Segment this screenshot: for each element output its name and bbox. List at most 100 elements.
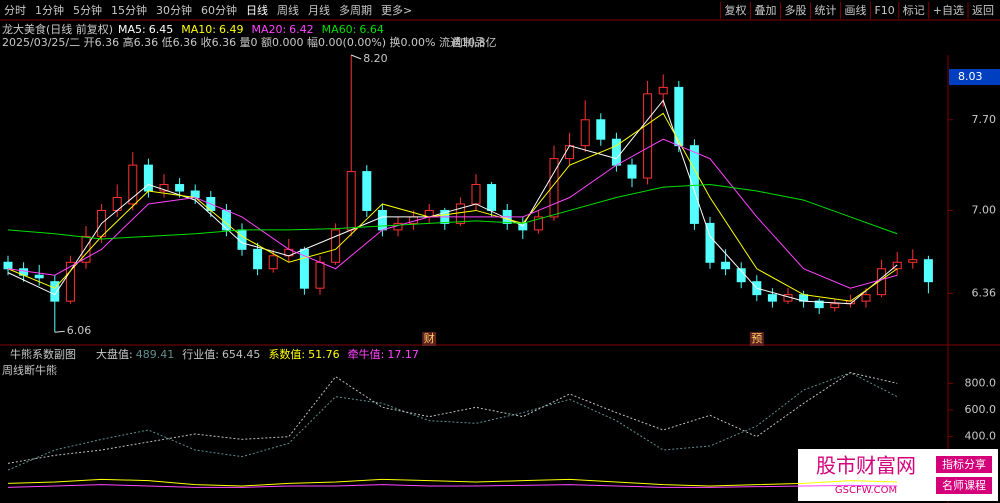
legend-value: 17.17: [387, 348, 419, 361]
candle-body: [175, 184, 185, 192]
candle-body: [814, 300, 824, 309]
candle-body: [455, 203, 465, 224]
period-tab[interactable]: 60分钟: [201, 3, 237, 17]
candle-body: [658, 86, 668, 95]
tag-box: [936, 477, 992, 494]
action-button[interactable]: 标记: [903, 3, 925, 17]
candle-body: [3, 261, 13, 270]
y-tick-label: 7.00: [972, 203, 997, 216]
action-button[interactable]: 复权: [724, 3, 746, 17]
legend-value: 489.41: [136, 348, 175, 361]
annotation-leader: [351, 54, 362, 60]
period-tab[interactable]: 分时: [4, 4, 26, 17]
annotation-leader: [54, 330, 65, 333]
candle-body: [159, 184, 169, 192]
candle-body: [861, 294, 871, 302]
candle-body: [923, 259, 933, 283]
ma-line: [7, 99, 898, 305]
legend-label: 牵牛值:: [348, 347, 385, 361]
action-button[interactable]: 画线: [844, 3, 866, 17]
ma-value: 6.49: [219, 23, 244, 36]
sub-subtitle: 周线断牛熊: [2, 363, 57, 377]
candle-body: [377, 209, 387, 231]
period-tab[interactable]: 15分钟: [111, 3, 147, 17]
candle-body: [908, 259, 918, 263]
candle-body: [221, 209, 231, 231]
candle-body: [487, 184, 497, 211]
legend-label: 行业值:: [182, 348, 219, 361]
marker: 预: [751, 332, 762, 345]
candle-body: [65, 261, 75, 302]
period-tab[interactable]: 日线: [246, 3, 268, 17]
candle-body: [767, 294, 777, 302]
action-button[interactable]: +自选: [933, 4, 964, 17]
action-button[interactable]: 统计: [814, 4, 836, 17]
indicator-line: [7, 478, 898, 487]
period-tab[interactable]: 1分钟: [35, 3, 64, 17]
candle-body: [611, 138, 621, 166]
brand: 股市财富网: [816, 454, 916, 478]
period-tab[interactable]: 月线: [308, 3, 330, 17]
ma-label: MA5:: [118, 23, 146, 36]
ma-value: 6.45: [149, 23, 174, 36]
annotation: 6.06: [67, 324, 92, 337]
candle-body: [565, 145, 575, 160]
candle-body: [643, 93, 653, 179]
candle-body: [237, 229, 247, 250]
candle-body: [689, 145, 699, 224]
legend-label: 系数值:: [268, 348, 305, 361]
candle-body: [253, 248, 263, 270]
candle-body: [596, 119, 606, 140]
marker-box: [749, 332, 764, 346]
quote-row: 2025/03/25/二 开6.36 高6.36 低6.36 收6.36 量0 …: [2, 35, 497, 49]
candle-body: [190, 190, 200, 198]
action-button[interactable]: 叠加: [754, 4, 776, 17]
period-tab[interactable]: 30分钟: [156, 3, 192, 17]
tag-box: [936, 456, 992, 473]
candle-body: [34, 274, 44, 279]
ma-value: 6.64: [359, 23, 384, 36]
candle-body: [830, 303, 840, 309]
action-button[interactable]: 多股: [784, 3, 806, 17]
period-tab[interactable]: 多周期: [339, 3, 372, 17]
candle-body: [50, 281, 60, 302]
y-tick-label: 600.0: [965, 403, 997, 416]
candle-body: [627, 164, 637, 179]
legend-value: 51.76: [308, 348, 340, 361]
candle-body: [362, 171, 372, 211]
marker: 财: [424, 331, 435, 345]
candle-body: [549, 158, 559, 218]
sector: 肉制品: [452, 36, 485, 49]
action-button[interactable]: 返回: [972, 4, 994, 17]
period-tab[interactable]: 5分钟: [73, 3, 102, 17]
quote: 2025/03/25/二 开6.36 高6.36 低6.36 收6.36 量0 …: [2, 35, 497, 49]
ma-label: MA10:: [181, 23, 216, 36]
candle-body: [471, 184, 481, 205]
legend-label: 大盘值:: [96, 347, 133, 361]
candle-body: [268, 255, 278, 270]
period-tab[interactable]: 更多>: [381, 3, 412, 17]
candle-body: [533, 216, 543, 231]
ma-line: [7, 112, 898, 302]
marker-box: [422, 332, 437, 346]
ma-line: [7, 138, 898, 289]
candle-body: [346, 171, 356, 231]
candle-body: [128, 164, 138, 205]
tag: 指标分享: [942, 457, 986, 471]
indicator-line: [7, 372, 898, 471]
indicator-line: [7, 484, 898, 488]
candle-body: [580, 119, 590, 147]
action-button[interactable]: F10: [874, 4, 894, 17]
candle-body: [705, 222, 715, 263]
period-tab[interactable]: 周线: [277, 3, 299, 17]
annotation: 8.20: [363, 52, 388, 65]
legend-value: 654.45: [222, 348, 261, 361]
indicator-line: [7, 372, 898, 464]
y-tick-label: 7.70: [972, 113, 997, 126]
candle-body: [315, 261, 325, 289]
candle-body: [721, 261, 731, 270]
ma-value: 6.42: [289, 23, 314, 36]
price-tag: 8.03: [958, 70, 983, 83]
watermark: 股市财富网 GSCFW.COM 指标分享 名师课程: [798, 449, 998, 501]
